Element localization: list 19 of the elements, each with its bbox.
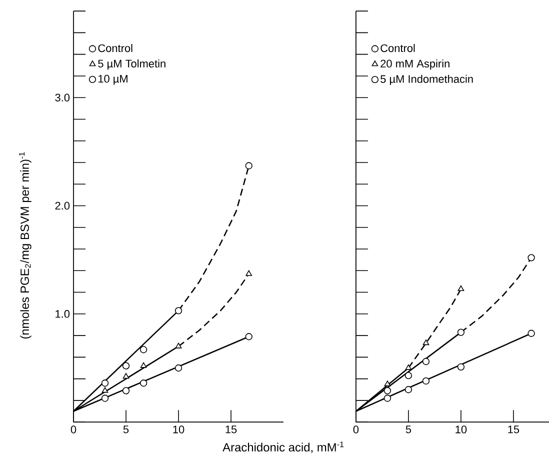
y-tick-label: 1.0 xyxy=(56,310,70,318)
y-tick-label: 3.0 xyxy=(55,94,70,102)
legend-label: Control xyxy=(98,44,132,52)
x-tick-label: 0 xyxy=(353,426,359,434)
x-tick-label: 0 xyxy=(70,426,76,434)
x-tick-label: 5 xyxy=(406,426,412,434)
legend-label: 20 mM Aspirin xyxy=(380,59,450,70)
y-axis-title: (nmoles PGE$_{2}$/mg BSVM per min)$^{-1}$ xyxy=(19,152,32,339)
x-tick-label: 15 xyxy=(508,426,520,434)
legend-label: Control xyxy=(380,44,415,52)
x-tick-label: 10 xyxy=(173,426,184,434)
legend-label: 10 µM xyxy=(98,74,128,85)
y-tick-label: 2.0 xyxy=(55,202,70,210)
x-tick-label: 5 xyxy=(123,426,129,434)
legend-label: 5 µM Indomethacin xyxy=(380,74,473,86)
legend-label: 5 µM Tolmetin xyxy=(98,59,166,70)
x-tick-label: 10 xyxy=(456,426,467,434)
x-tick-label: 15 xyxy=(226,426,237,434)
x-axis-title: Arachidonic acid, mM$^{-1}$ xyxy=(222,442,344,453)
